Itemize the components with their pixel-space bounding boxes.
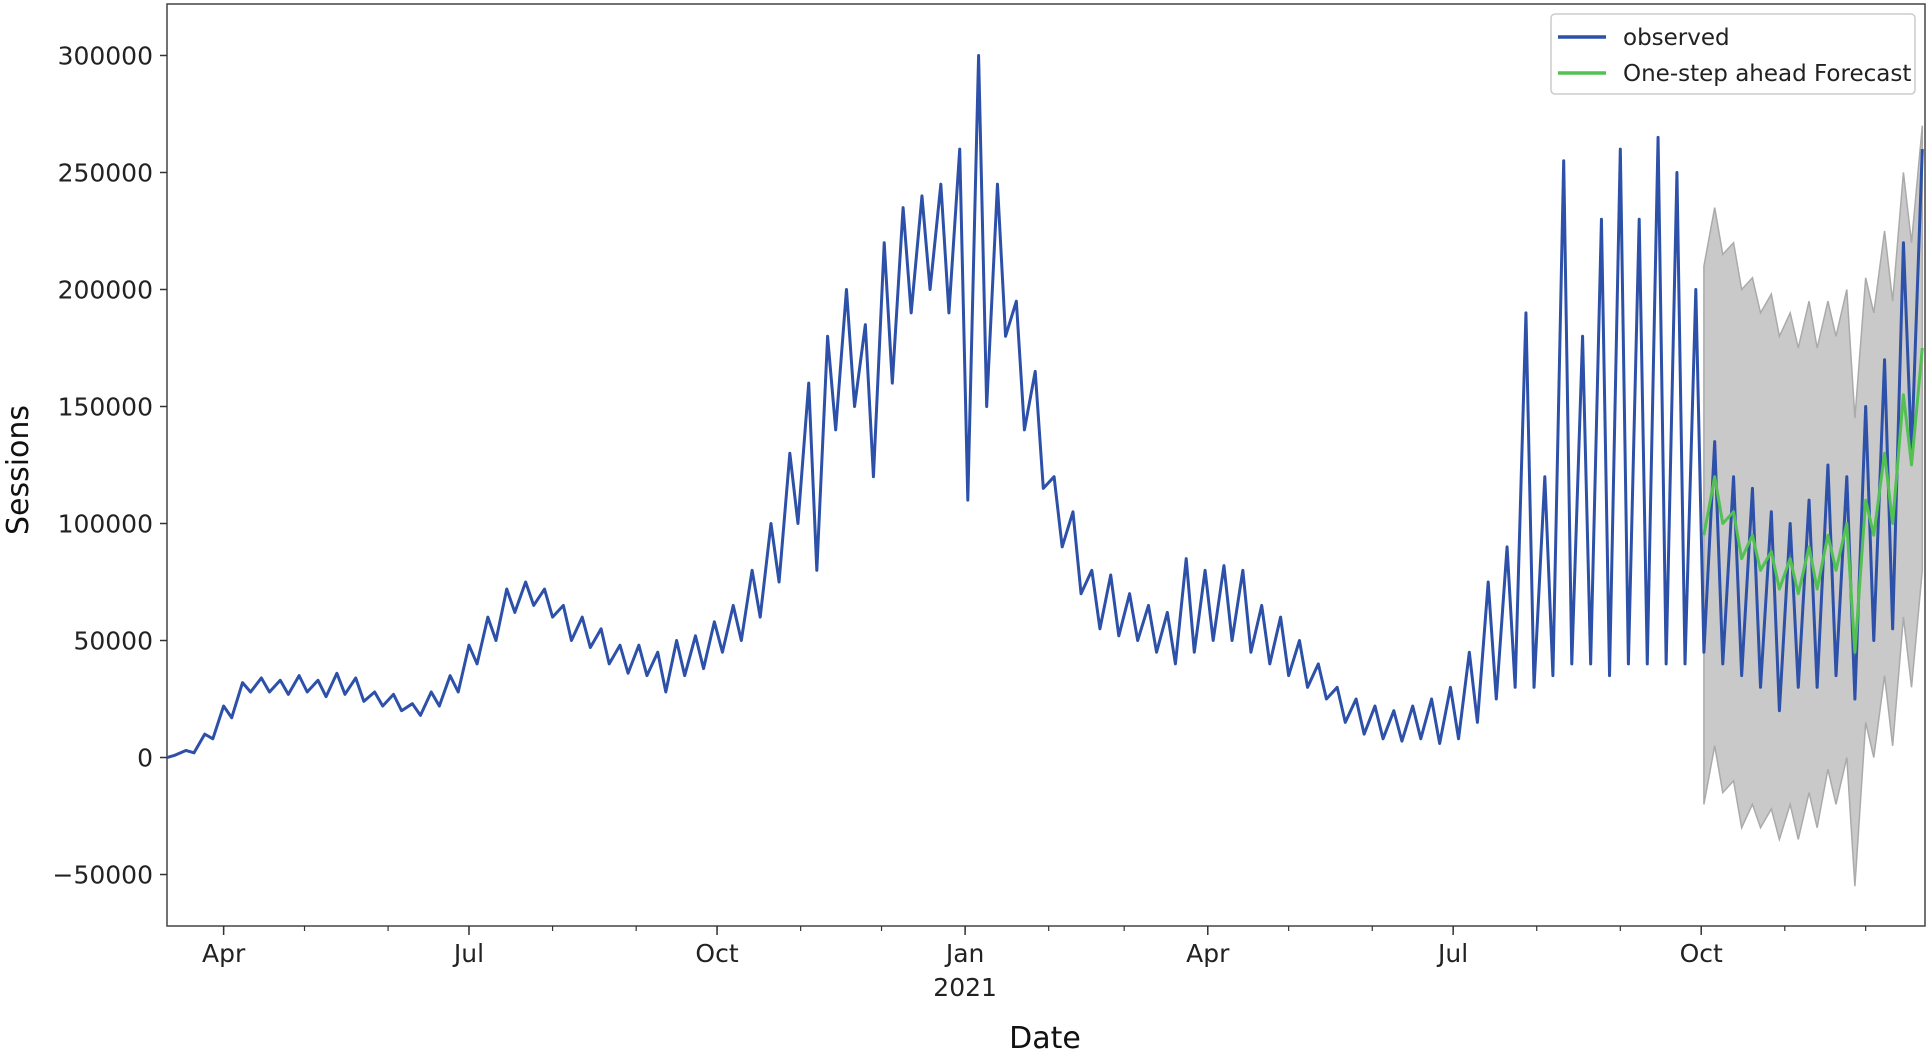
x-axis-label: Date (1009, 1021, 1081, 1055)
x-tick-label: Jul (1436, 939, 1468, 968)
y-tick-label: 0 (137, 744, 153, 773)
confidence-interval-band (1703, 125, 1924, 887)
y-tick-label: −50000 (53, 861, 153, 890)
y-axis-label: Sessions (1, 405, 36, 535)
x-tick-label: Apr (1186, 939, 1230, 968)
x-tick-label: Oct (1680, 939, 1723, 968)
plot-area: −50000 0 50000 100000 150000 200000 250000 3000… (53, 3, 1926, 1002)
x-tick-year-label: 2021 (933, 973, 997, 1002)
y-tick-label: 250000 (58, 158, 153, 187)
x-tick-label: Jul (452, 939, 484, 968)
x-tick-label: Apr (202, 939, 246, 968)
legend-observed-label: observed (1623, 25, 1730, 51)
x-tick-label: Jan (944, 939, 985, 968)
forecast-line (1702, 347, 1924, 654)
y-tick-label: 300000 (58, 41, 153, 70)
observed-line (166, 53, 1924, 759)
y-tick-label: 150000 (58, 392, 153, 421)
y-tick-label: 50000 (73, 627, 153, 656)
axes-frame (166, 3, 1926, 927)
y-tick-label: 100000 (58, 510, 153, 539)
y-tick-label: 200000 (58, 275, 153, 304)
legend-forecast-label: One-step ahead Forecast (1623, 61, 1911, 87)
x-tick-label: Oct (695, 939, 738, 968)
legend: observed One-step ahead Forecast (1550, 13, 1916, 95)
legend-box (1550, 13, 1916, 95)
